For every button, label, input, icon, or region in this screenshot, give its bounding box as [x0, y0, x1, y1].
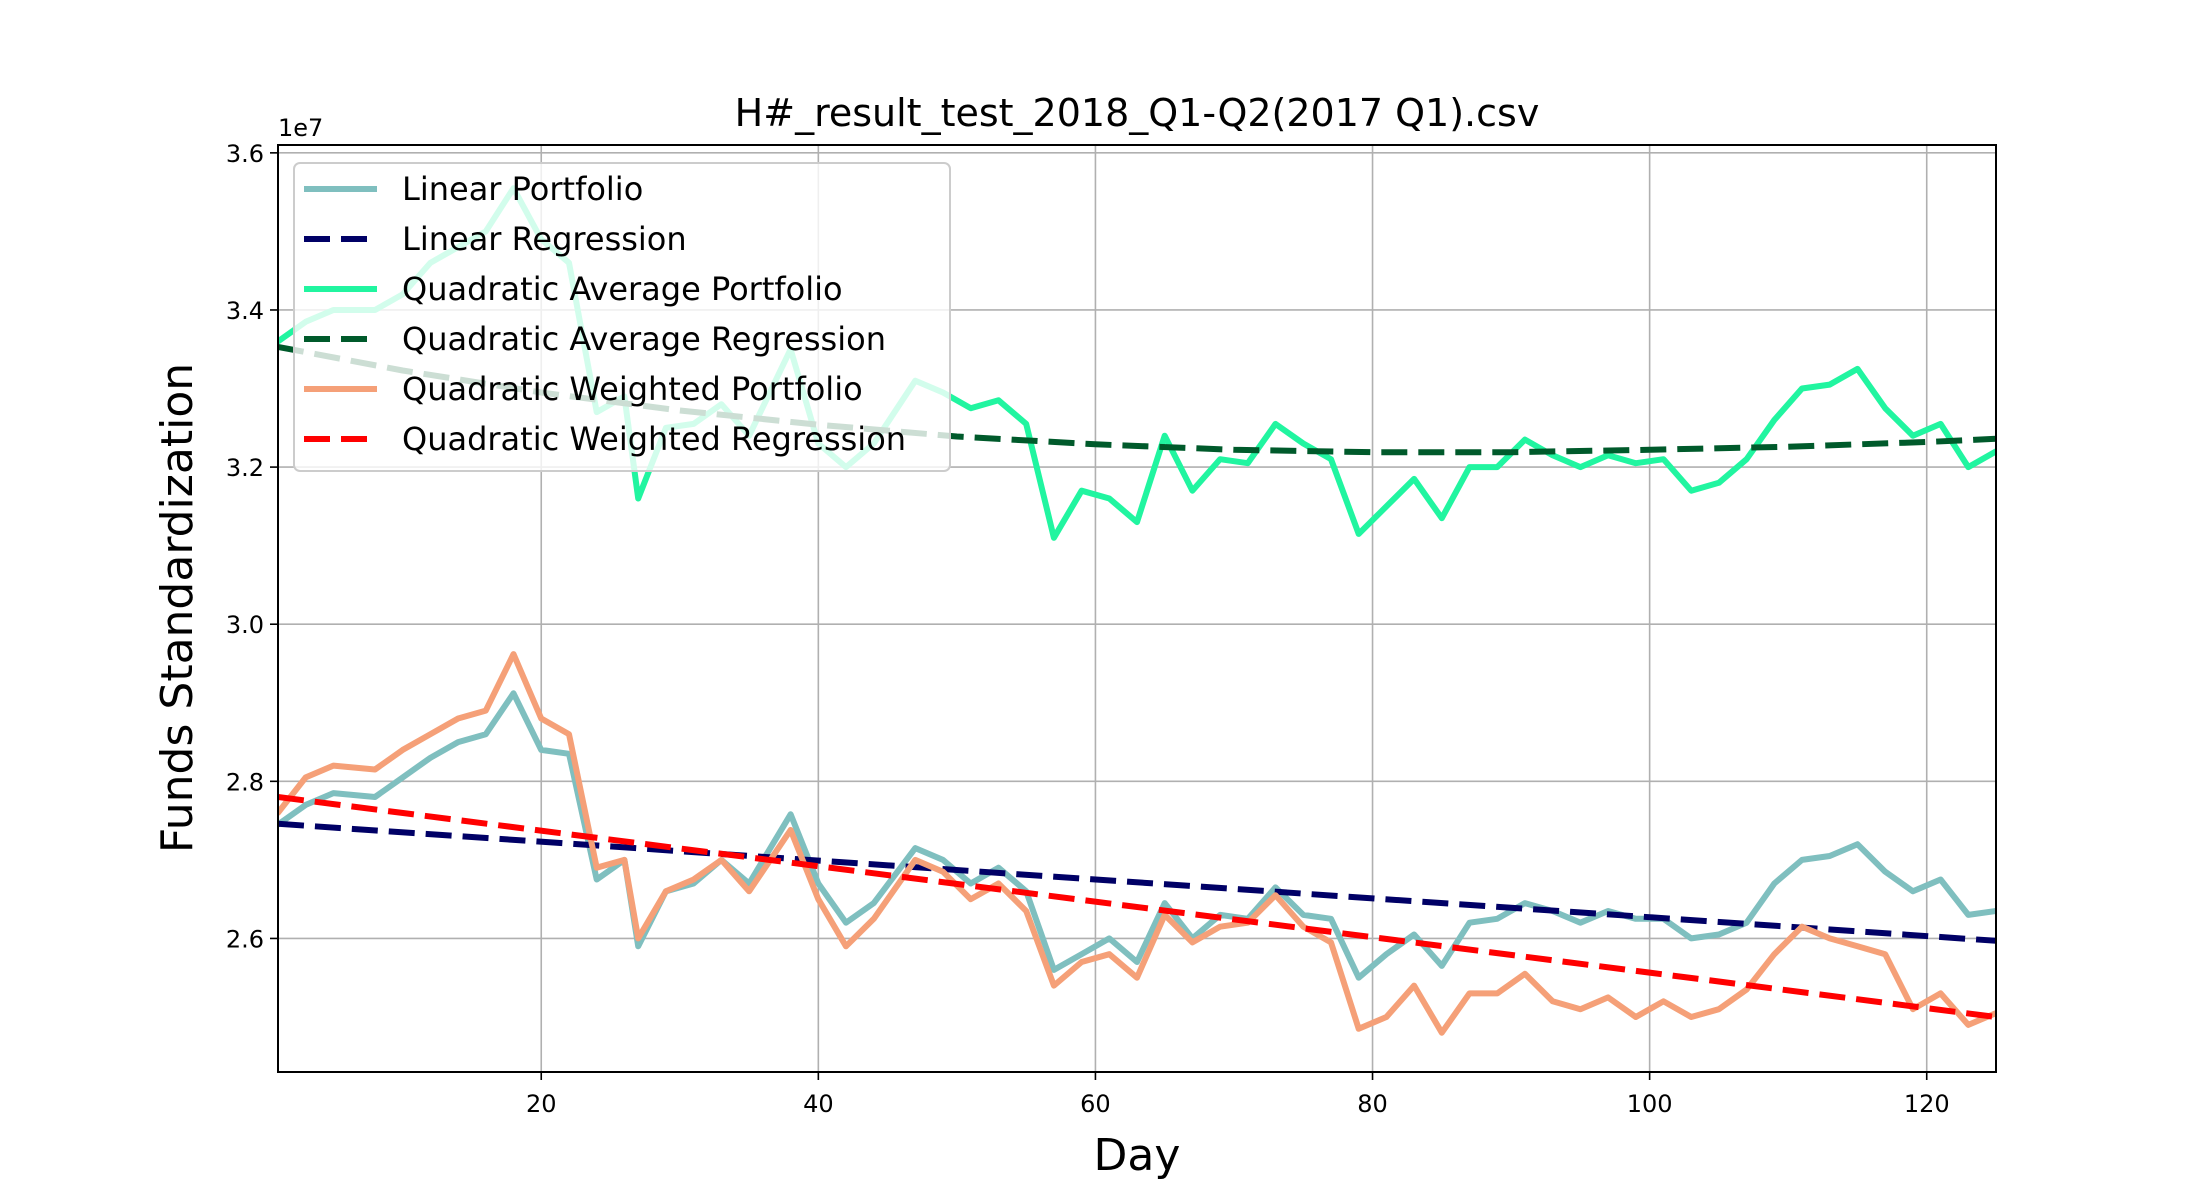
- x-tick-label: 80: [1357, 1090, 1388, 1118]
- legend-label: Quadratic Average Portfolio: [402, 270, 843, 308]
- x-axis: 20 40 60 80 100 120: [526, 1072, 1950, 1118]
- y-tick-label: 2.6: [226, 925, 264, 953]
- legend-label: Quadratic Weighted Regression: [402, 420, 906, 458]
- legend-label: Quadratic Weighted Portfolio: [402, 370, 863, 408]
- legend-label: Linear Portfolio: [402, 170, 643, 208]
- x-tick-label: 100: [1627, 1090, 1673, 1118]
- series-line-quadratic-weighted-regression: [278, 794, 1996, 1020]
- x-tick-label: 40: [803, 1090, 834, 1118]
- y-tick-label: 3.0: [226, 611, 264, 639]
- legend-label: Linear Regression: [402, 220, 687, 258]
- x-tick-label: 20: [526, 1090, 557, 1118]
- x-tick-label: 120: [1904, 1090, 1950, 1118]
- chart-title: H#_result_test_2018_Q1-Q2(2017 Q1).csv: [735, 91, 1540, 135]
- legend-box: [293, 162, 951, 472]
- y-tick-label: 3.2: [226, 454, 264, 482]
- y-axis-title: Funds Standardization: [152, 363, 203, 853]
- y-axis: 2.6 2.8 3.0 3.2 3.4 3.6: [226, 140, 278, 953]
- legend: Linear Portfolio Linear Regression Quadrat…: [293, 162, 951, 472]
- y-tick-label: 3.4: [226, 297, 264, 325]
- series-line-quadratic-weighted-portfolio: [278, 651, 1996, 1036]
- x-axis-title: Day: [1094, 1130, 1181, 1181]
- series-line-linear-portfolio: [278, 690, 1996, 981]
- y-offset-label: 1e7: [278, 114, 323, 142]
- y-tick-label: 3.6: [226, 140, 264, 168]
- x-tick-label: 60: [1080, 1090, 1111, 1118]
- legend-label: Quadratic Average Regression: [402, 320, 886, 358]
- plot-frame: [277, 144, 1997, 1073]
- series-line-linear-regression: [278, 820, 1996, 944]
- y-tick-label: 2.8: [226, 768, 264, 796]
- series-line-quadratic-average-regression: [278, 343, 1996, 456]
